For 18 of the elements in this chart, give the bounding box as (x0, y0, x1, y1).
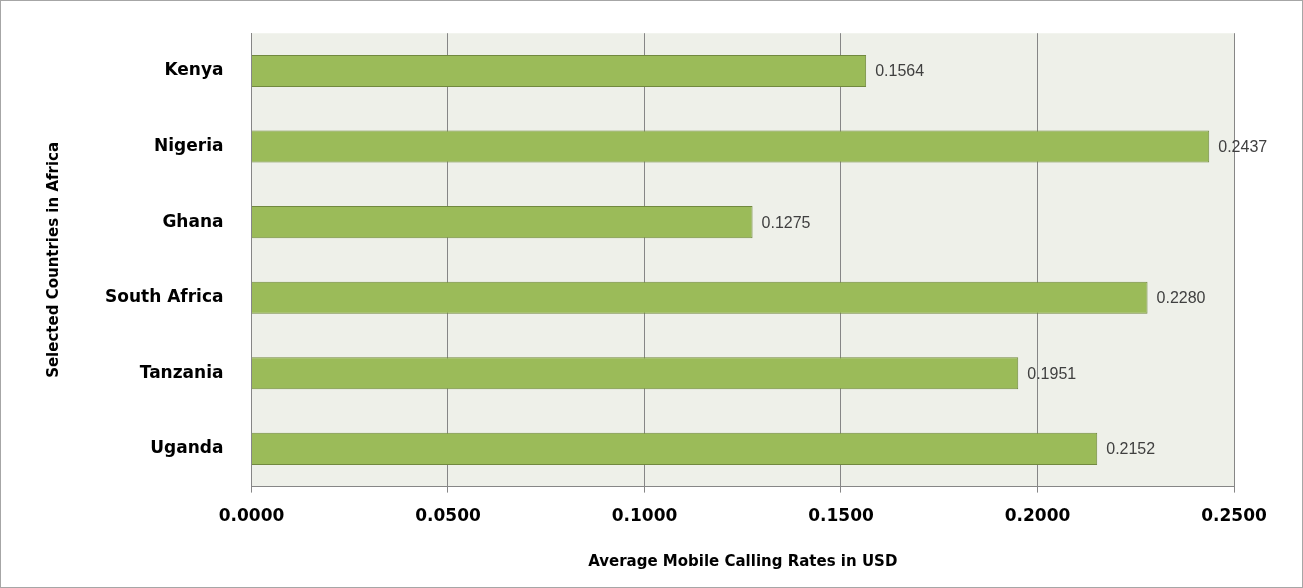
x-tick-label: 0.0500 (415, 505, 481, 526)
data-label: 0.2280 (1156, 289, 1206, 307)
x-axis-title: Average Mobile Calling Rates in USD (588, 551, 898, 570)
data-label: 0.2152 (1106, 440, 1156, 458)
y-tick-label: South Africa (104, 286, 224, 307)
y-tick-label: Ghana (162, 210, 224, 231)
data-label: 0.1564 (875, 62, 925, 80)
x-tick-label: 0.2000 (1004, 505, 1071, 526)
y-tick-label: Nigeria (154, 134, 224, 155)
y-tick-label: Tanzania (139, 361, 224, 382)
x-tick-label: 0.1000 (611, 505, 678, 526)
y-axis-title: Selected Countries in Africa (43, 141, 62, 378)
y-tick-label: Kenya (164, 59, 224, 80)
x-tick-label: 0.0000 (218, 505, 285, 526)
data-label: 0.1275 (761, 213, 811, 231)
x-tick-label: 0.2500 (1201, 505, 1267, 526)
y-tick-label: Uganda (150, 437, 224, 458)
x-tick-label: 0.1500 (808, 505, 874, 526)
